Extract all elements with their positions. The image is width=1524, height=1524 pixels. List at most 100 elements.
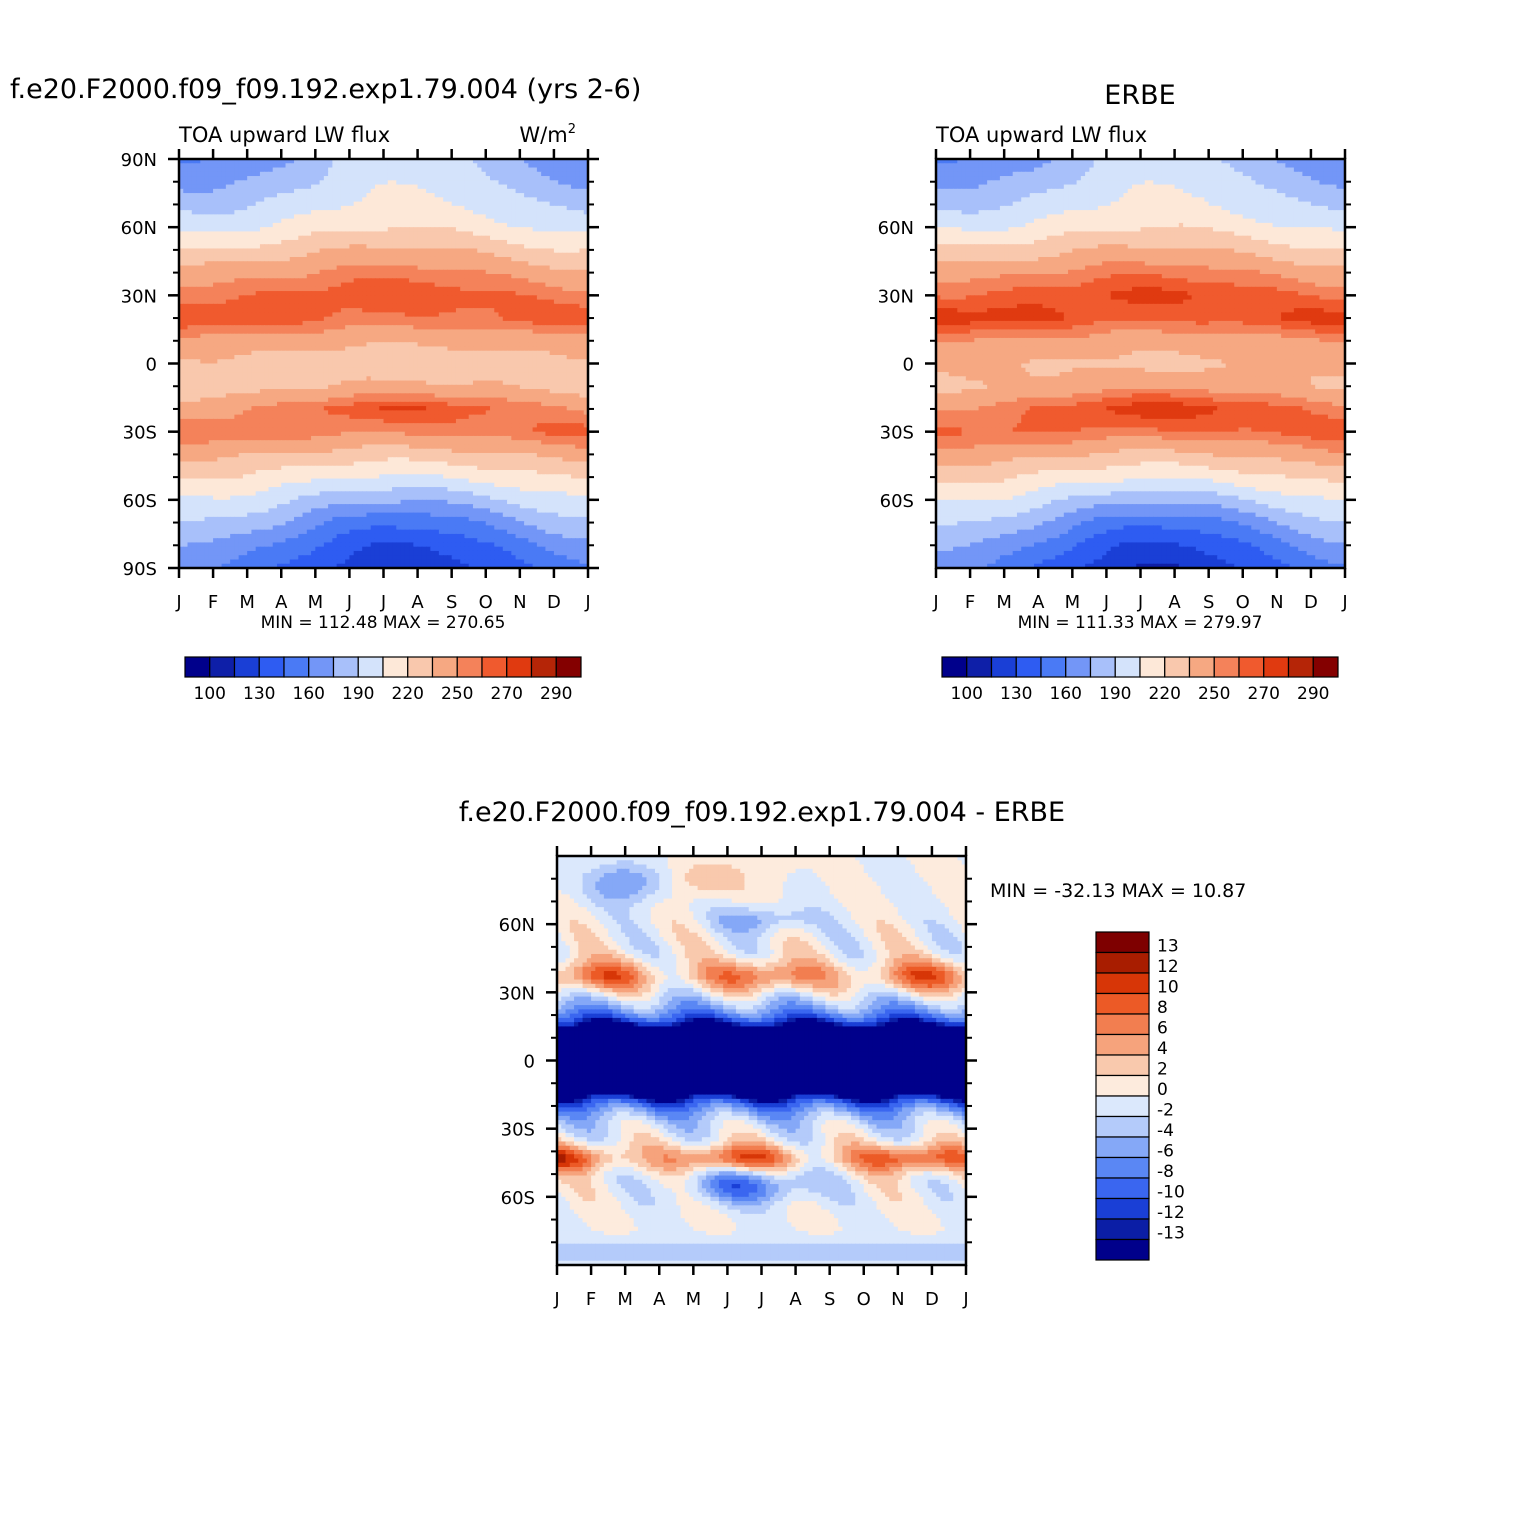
contour-cell bbox=[285, 218, 291, 224]
contour-cell bbox=[323, 244, 329, 250]
contour-cell bbox=[366, 316, 372, 322]
contour-cell bbox=[349, 261, 355, 267]
contour-cell bbox=[400, 274, 406, 279]
contour-cell bbox=[255, 171, 261, 177]
contour-cell bbox=[179, 316, 184, 322]
contour-cell bbox=[575, 201, 581, 207]
contour-cell bbox=[472, 184, 478, 190]
contour-cell bbox=[340, 227, 346, 233]
contour-cell bbox=[294, 167, 299, 173]
contour-cell bbox=[481, 295, 487, 301]
contour-cell bbox=[187, 303, 193, 309]
contour-cell bbox=[438, 303, 444, 309]
contour-cell bbox=[583, 278, 588, 284]
contour-cell bbox=[460, 325, 466, 331]
contour-cell bbox=[404, 159, 410, 164]
contour-cell bbox=[276, 295, 282, 301]
contour-cell bbox=[357, 350, 363, 356]
contour-cell bbox=[345, 188, 351, 194]
contour-cell bbox=[374, 180, 380, 186]
contour-cell bbox=[379, 193, 385, 198]
contour-cell bbox=[460, 320, 466, 326]
contour-cell bbox=[379, 188, 385, 194]
contour-cell bbox=[272, 359, 278, 365]
contour-cell bbox=[485, 376, 491, 382]
contour-cell bbox=[362, 367, 368, 373]
contour-cell bbox=[272, 367, 278, 373]
contour-cell bbox=[238, 201, 244, 207]
contour-cell bbox=[311, 354, 316, 360]
contour-cell bbox=[311, 218, 316, 224]
contour-cell bbox=[264, 316, 270, 322]
contour-cell bbox=[340, 265, 346, 271]
contour-cell bbox=[485, 163, 491, 169]
contour-cell bbox=[179, 205, 184, 211]
contour-cell bbox=[566, 325, 572, 331]
contour-cell bbox=[259, 265, 265, 271]
contour-cell bbox=[409, 333, 414, 339]
contour-cell bbox=[451, 325, 457, 331]
contour-cell bbox=[247, 367, 253, 373]
contour-cell bbox=[272, 214, 278, 220]
contour-cell bbox=[536, 282, 542, 288]
contour-cell bbox=[400, 193, 406, 198]
contour-cell bbox=[498, 227, 504, 233]
contour-cell bbox=[225, 201, 231, 207]
contour-cell bbox=[545, 252, 551, 258]
contour-cell bbox=[179, 176, 184, 181]
contour-cell bbox=[481, 197, 487, 203]
contour-cell bbox=[468, 218, 474, 224]
contour-cell bbox=[306, 205, 312, 211]
contour-cell bbox=[413, 278, 419, 284]
contour-cell bbox=[251, 299, 257, 305]
contour-cell bbox=[183, 205, 189, 211]
contour-cell bbox=[447, 346, 453, 352]
contour-cell bbox=[536, 265, 542, 271]
contour-cell bbox=[545, 197, 551, 203]
contour-cell bbox=[285, 176, 291, 181]
contour-cell bbox=[340, 278, 346, 284]
contour-cell bbox=[289, 274, 295, 279]
contour-cell bbox=[490, 359, 495, 365]
contour-cell bbox=[362, 354, 368, 360]
contour-cell bbox=[276, 354, 282, 360]
contour-cell bbox=[404, 184, 410, 190]
contour-cell bbox=[528, 235, 534, 241]
contour-cell bbox=[536, 163, 542, 169]
contour-cell bbox=[438, 184, 444, 190]
contour-cell bbox=[281, 248, 287, 254]
contour-cell bbox=[319, 299, 325, 305]
contour-cell bbox=[272, 337, 278, 343]
contour-cell bbox=[374, 325, 380, 331]
contour-cell bbox=[238, 269, 244, 275]
contour-cell bbox=[447, 342, 453, 348]
contour-cell bbox=[464, 201, 470, 207]
contour-cell bbox=[485, 252, 491, 258]
contour-cell bbox=[298, 171, 304, 177]
contour-cell bbox=[251, 252, 257, 258]
contour-cell bbox=[404, 252, 410, 258]
contour-cell bbox=[494, 325, 500, 331]
contour-cell bbox=[553, 256, 559, 262]
contour-cell bbox=[328, 282, 333, 288]
contour-cell bbox=[179, 346, 184, 352]
contour-cell bbox=[353, 320, 359, 326]
contour-cell bbox=[179, 222, 184, 228]
contour-cell bbox=[272, 176, 278, 181]
contour-cell bbox=[230, 210, 235, 215]
contour-cell bbox=[383, 188, 389, 194]
contour-cell bbox=[472, 201, 478, 207]
contour-cell bbox=[311, 278, 316, 284]
contour-cell bbox=[374, 333, 380, 339]
contour-cell bbox=[536, 171, 542, 177]
contour-cell bbox=[208, 269, 214, 275]
contour-cell bbox=[409, 316, 414, 322]
contour-cell bbox=[285, 188, 291, 194]
contour-cell bbox=[276, 205, 282, 211]
contour-cell bbox=[366, 350, 372, 356]
contour-cell bbox=[294, 218, 299, 224]
contour-cell bbox=[281, 354, 287, 360]
contour-cell bbox=[230, 376, 235, 382]
contour-cell bbox=[507, 171, 512, 177]
contour-cell bbox=[404, 312, 410, 318]
